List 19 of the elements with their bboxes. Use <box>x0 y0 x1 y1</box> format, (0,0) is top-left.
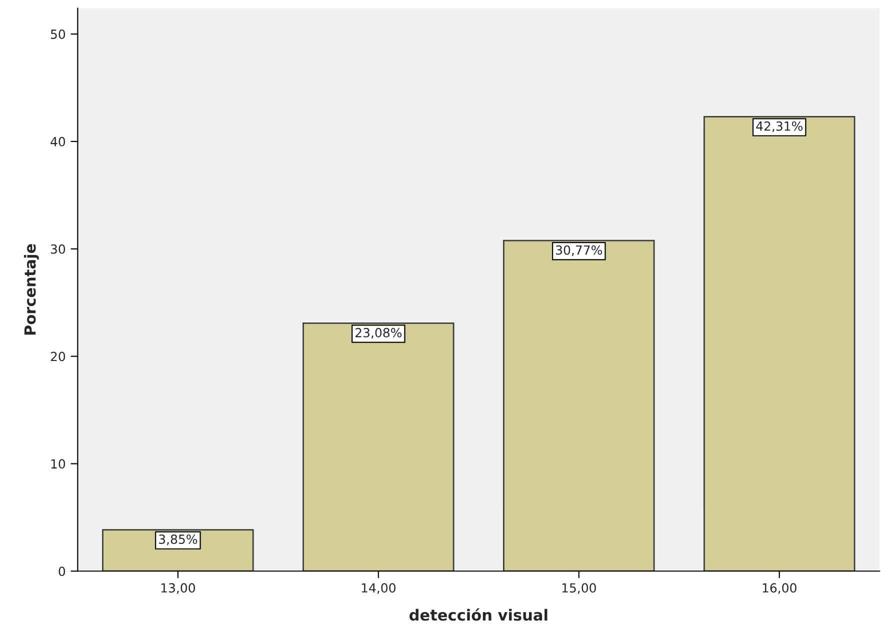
x-tick-label: 15,00 <box>562 583 596 594</box>
y-tick-label: 0 <box>58 566 66 576</box>
y-tick-label: 10 <box>51 459 66 469</box>
data-label: 30,77% <box>556 245 602 256</box>
x-tick-label: 13,00 <box>161 583 195 594</box>
bar <box>703 116 856 572</box>
data-label: 3,85% <box>159 534 198 546</box>
y-tick-label: 20 <box>50 352 66 362</box>
y-tick-label: 30 <box>50 244 66 254</box>
y-axis-title: Porcentaje <box>24 244 39 335</box>
data-label: 42,31% <box>756 121 803 132</box>
bar <box>503 240 655 572</box>
y-tick-label: 40 <box>50 136 66 146</box>
data-label: 23,08% <box>355 328 402 339</box>
x-tick-label: 14,00 <box>362 583 396 594</box>
x-tick-label: 16,00 <box>762 583 796 594</box>
x-axis-title: detección visual <box>409 608 548 621</box>
bar <box>302 322 454 572</box>
y-tick-label: 50 <box>50 30 66 39</box>
